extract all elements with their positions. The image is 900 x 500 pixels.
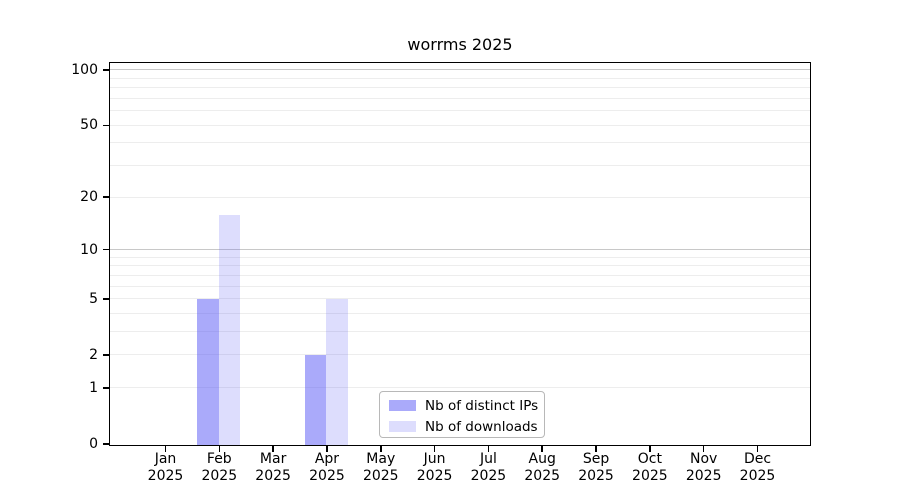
minor-gridline (109, 387, 810, 389)
plot-area (108, 61, 811, 446)
y-tick-mark (103, 298, 110, 300)
minor-gridline (109, 331, 810, 333)
x-tick-mark (595, 445, 597, 452)
x-tick-label-feb: Feb 2025 (201, 451, 238, 484)
minor-gridline (109, 274, 810, 276)
major-gridline (109, 249, 810, 251)
bar-downloads-apr (326, 299, 348, 445)
y-tick-label: 100 (71, 61, 98, 78)
minor-gridline (109, 97, 810, 99)
legend-swatch-distinct-ips-icon (389, 400, 416, 411)
y-tick-mark (103, 69, 110, 71)
x-tick-mark (433, 445, 436, 452)
minor-gridline (109, 265, 810, 267)
y-tick-mark (103, 387, 110, 389)
minor-gridline (109, 354, 810, 356)
x-tick-label-apr: Apr 2025 (309, 451, 345, 484)
x-tick-label-jan: Jan 2025 (147, 451, 184, 484)
y-tick-mark (103, 354, 110, 356)
minor-gridline (109, 124, 810, 126)
x-tick-label-dec: Dec 2025 (739, 451, 776, 484)
minor-gridline (109, 165, 810, 167)
x-tick-mark (702, 445, 705, 452)
bars-layer (110, 63, 810, 445)
minor-gridline (109, 142, 810, 144)
minor-gridline (109, 87, 810, 89)
x-tick-mark (326, 445, 328, 452)
bar-downloads-feb (218, 214, 241, 445)
gridlines-layer (109, 63, 810, 445)
x-tick-mark (541, 445, 543, 452)
bar-distinct-ips-apr (304, 355, 327, 445)
legend-swatch-downloads-icon (389, 421, 416, 432)
minor-gridline (109, 313, 810, 315)
x-tick-mark (272, 445, 274, 452)
y-tick-label: 20 (80, 189, 98, 206)
x-tick-mark (649, 445, 651, 452)
x-tick-label-nov: Nov 2025 (685, 451, 722, 484)
legend-row-downloads: Nb of downloads (386, 416, 544, 437)
chart-title: worrms 2025 (407, 35, 513, 54)
y-tick-label: 2 (89, 346, 98, 363)
x-tick-label-sep: Sep 2025 (578, 451, 614, 484)
y-tick-label: 1 (89, 379, 98, 396)
x-tick-label-aug: Aug 2025 (524, 451, 561, 484)
minor-gridline (109, 110, 810, 112)
minor-gridline (109, 77, 810, 79)
minor-gridline (109, 256, 810, 258)
x-tick-mark (487, 445, 490, 452)
legend-row-distinct-ips: Nb of distinct IPs (386, 395, 544, 416)
y-tick-label: 5 (89, 290, 98, 307)
x-tick-label-jul: Jul 2025 (470, 451, 507, 484)
y-tick-label: 50 (80, 117, 98, 134)
y-tick-label: 0 (89, 436, 98, 452)
x-tick-label-may: May 2025 (362, 451, 399, 484)
y-tick-mark (103, 196, 110, 198)
minor-gridline (109, 285, 810, 287)
minor-gridline (109, 298, 810, 300)
legend-label-distinct-ips: Nb of distinct IPs (425, 397, 539, 414)
legend-label-downloads: Nb of downloads (425, 418, 538, 435)
legend: Nb of distinct IPs Nb of downloads (379, 391, 545, 438)
x-tick-label-jun: Jun 2025 (416, 451, 453, 484)
y-tick-mark (103, 124, 110, 127)
y-tick-mark (103, 248, 110, 251)
y-tick-label: 10 (80, 241, 98, 258)
y-tick-mark (103, 443, 110, 445)
x-tick-mark (218, 445, 221, 452)
x-tick-mark (380, 445, 382, 452)
x-tick-label-mar: Mar 2025 (255, 451, 291, 484)
x-tick-label-oct: Oct 2025 (632, 451, 668, 484)
x-tick-mark (164, 445, 167, 452)
minor-gridline (109, 196, 810, 198)
major-gridline (109, 69, 810, 71)
bar-distinct-ips-feb (197, 299, 219, 445)
x-tick-mark (756, 445, 759, 452)
